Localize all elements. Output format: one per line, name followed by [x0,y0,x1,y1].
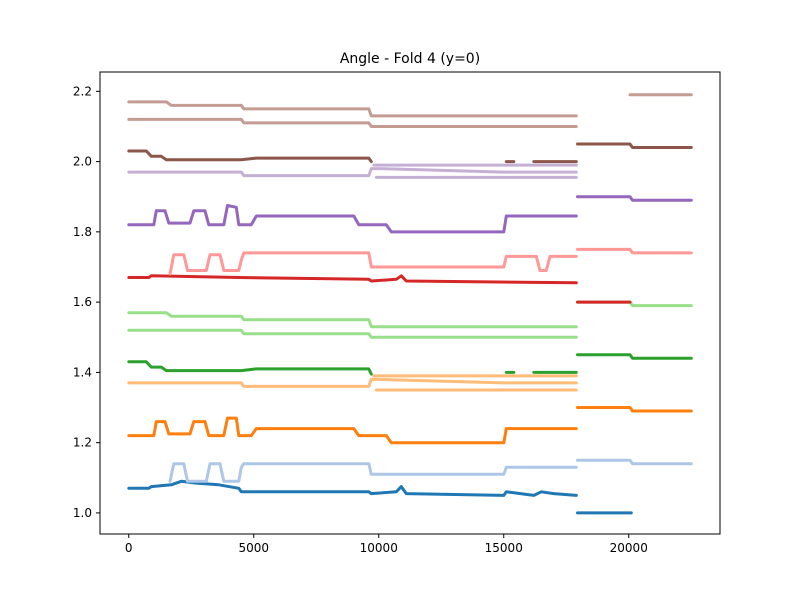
series-9-segment-1 [576,195,693,202]
series-layer [127,93,693,515]
x-tick-label: 20000 [610,541,648,555]
series-11-line [127,149,373,164]
series-10-line [127,167,578,178]
series-11-segment-3 [576,142,693,149]
x-tick-label: 10000 [360,541,398,555]
y-tick-label: 1.6 [73,295,92,309]
series-9 [127,195,693,234]
plot-frame [99,71,721,535]
y-tick-label: 1.0 [73,506,92,520]
series-2-line [168,462,578,483]
series-9-line [127,204,578,234]
x-tick-label: 0 [125,541,133,555]
series-3-segment-1 [576,406,693,413]
series-10 [127,163,578,179]
series-5 [127,353,693,376]
series-8-line [168,251,578,276]
series-6-line [127,311,578,329]
series-7 [127,274,632,304]
x-tick-label: 15000 [485,541,523,555]
series-5-segment-3 [576,353,693,360]
y-axis: 1.0 1.2 1.4 1.6 1.8 2.0 2.2 [73,84,100,520]
series-12 [127,93,693,128]
series-8 [168,247,693,276]
y-tick-label: 2.0 [73,155,92,169]
series-8-segment-1 [576,247,693,255]
series-5-line [127,360,373,376]
y-tick-label: 2.2 [73,84,92,98]
series-2-segment-1 [576,458,693,466]
y-tick-label: 1.2 [73,436,92,450]
series-2 [168,458,693,483]
series-11 [127,142,693,164]
chart-title: Angle - Fold 4 (y=0) [340,51,480,67]
series-7-line [127,274,578,285]
x-axis: 0 5000 10000 15000 20000 [125,534,648,555]
series-12-segment-1 [127,117,578,128]
series-1-line [127,479,578,497]
series-3 [127,406,693,445]
y-tick-label: 1.4 [73,365,92,379]
series-3-line [127,416,578,445]
series-4 [127,374,578,392]
series-1 [127,479,633,515]
series-6-segment-1 [127,328,578,339]
x-tick-label: 5000 [238,541,269,555]
series-4-line [127,377,578,388]
y-tick-label: 1.8 [73,225,92,239]
series-12-line [127,100,578,118]
